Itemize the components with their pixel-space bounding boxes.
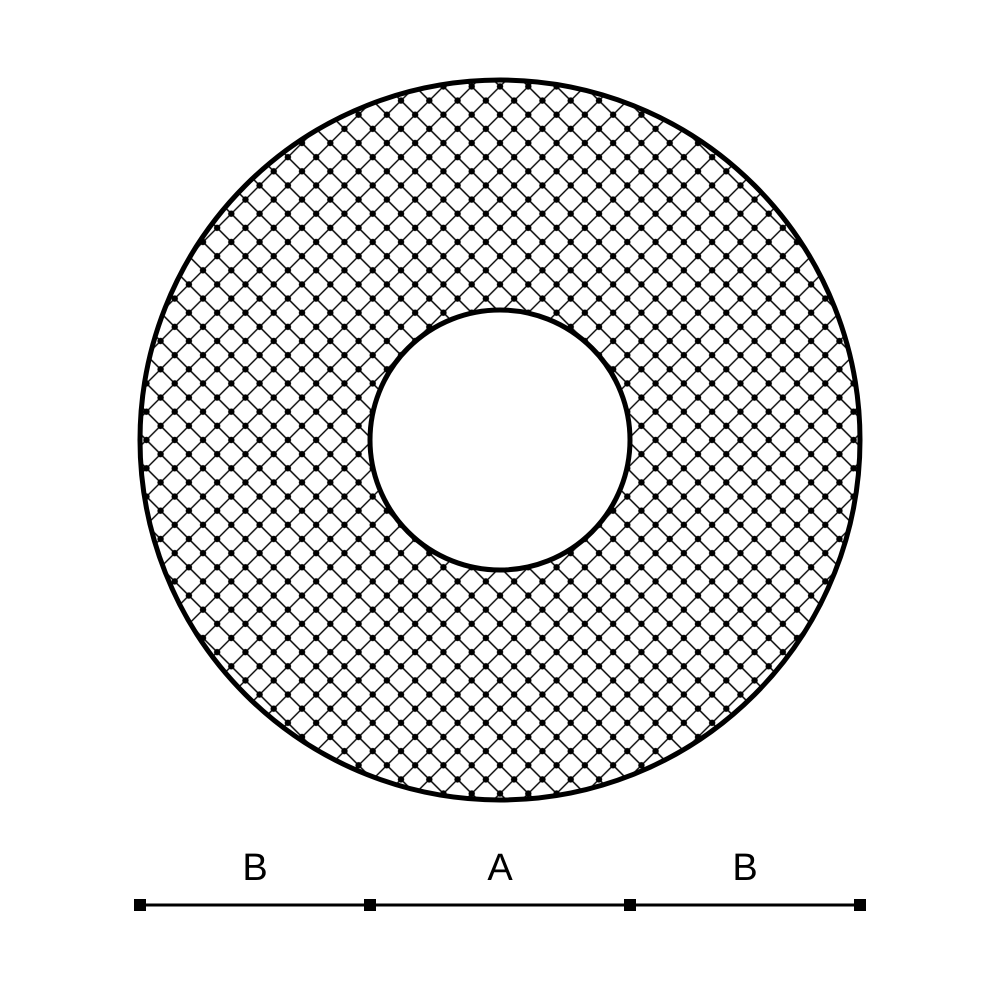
dimension-label: B [732,847,757,889]
dimension-tick [134,899,146,911]
hatched-annulus [140,80,860,800]
dimension-label: B [242,847,267,889]
dimension-tick [364,899,376,911]
dimension-tick [854,899,866,911]
dimension-line: BAB [134,847,866,911]
dimension-tick [624,899,636,911]
dimension-label: A [487,847,513,889]
inner-bore-circle [370,310,630,570]
cross-section-diagram: BAB [0,0,1000,1000]
